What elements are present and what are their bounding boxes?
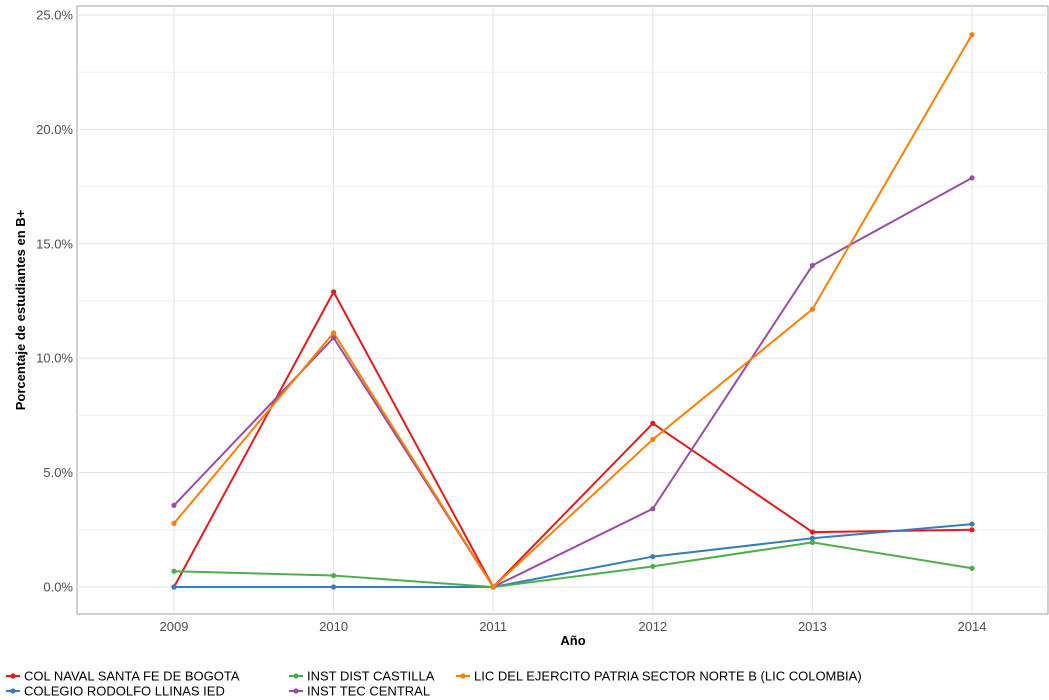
data-point xyxy=(969,521,975,527)
data-point xyxy=(171,568,177,574)
data-point xyxy=(171,502,177,508)
data-point xyxy=(171,584,177,590)
legend-key-point xyxy=(460,673,466,679)
series-line xyxy=(173,34,973,588)
series-line xyxy=(173,541,973,588)
y-axis-tick-labels: 0.0% 5.0% 10.0% 15.0% 20.0% 25.0% xyxy=(36,8,73,595)
data-point xyxy=(969,527,975,533)
x-axis-title: Año xyxy=(560,633,585,648)
data-point xyxy=(171,520,177,526)
data-point xyxy=(809,306,816,312)
legend-label: INST DIST CASTILLA xyxy=(307,669,435,684)
major-gridlines xyxy=(77,6,1048,614)
x-axis-tick-labels: 2009 2010 2011 2012 2013 2014 xyxy=(160,619,987,634)
x-tick-label: 2014 xyxy=(958,619,987,634)
legend-label: COL NAVAL SANTA FE DE BOGOTA xyxy=(24,669,240,684)
legend-label: LIC DEL EJERCITO PATRIA SECTOR NORTE B (… xyxy=(474,669,862,684)
series-lines xyxy=(173,34,973,588)
data-point xyxy=(331,289,337,295)
series-line xyxy=(173,290,973,588)
plot-panel xyxy=(76,5,1049,615)
data-point xyxy=(650,420,656,427)
data-point xyxy=(969,175,975,181)
data-point xyxy=(490,584,496,590)
minor-gridlines xyxy=(77,71,1048,531)
x-tick-label: 2011 xyxy=(479,619,507,634)
data-point xyxy=(650,506,656,512)
legend-key-point xyxy=(10,688,16,694)
data-point xyxy=(331,584,337,590)
series-points xyxy=(171,32,975,590)
y-tick-label: 5.0% xyxy=(43,465,73,480)
legend: COL NAVAL SANTA FE DE BOGOTA INST DIST CA… xyxy=(6,669,862,699)
legend-label: INST TEC CENTRAL xyxy=(307,684,430,699)
legend-key-point xyxy=(10,673,16,679)
y-tick-label: 10.0% xyxy=(36,351,73,366)
data-point xyxy=(809,535,816,541)
x-tick-label: 2009 xyxy=(160,619,189,634)
legend-key-point xyxy=(293,673,299,679)
x-tick-label: 2012 xyxy=(638,619,667,634)
legend-label: COLEGIO RODOLFO LLINAS IED xyxy=(24,684,225,699)
data-point xyxy=(969,565,975,571)
y-axis-title: Porcentaje de estudiantes en B+ xyxy=(13,209,28,410)
y-tick-label: 20.0% xyxy=(36,122,73,137)
data-point xyxy=(969,32,975,38)
data-point xyxy=(809,262,816,269)
data-point xyxy=(331,335,337,341)
data-point xyxy=(650,553,656,560)
x-tick-label: 2013 xyxy=(798,619,827,634)
data-point xyxy=(331,330,337,336)
data-point xyxy=(331,572,337,579)
data-point xyxy=(809,539,816,545)
y-tick-label: 25.0% xyxy=(36,8,73,23)
x-tick-label: 2010 xyxy=(319,619,348,634)
legend-key-point xyxy=(293,688,299,694)
y-tick-label: 15.0% xyxy=(36,236,73,251)
data-point xyxy=(809,529,816,535)
data-point xyxy=(650,436,656,443)
y-tick-label: 0.0% xyxy=(43,580,73,595)
data-point xyxy=(650,563,656,570)
series-line xyxy=(174,523,973,588)
